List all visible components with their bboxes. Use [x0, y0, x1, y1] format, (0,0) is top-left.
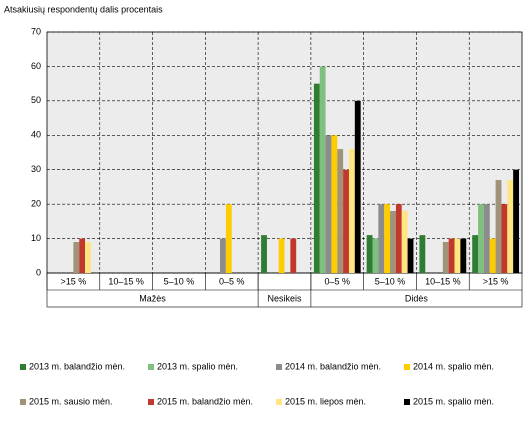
bar [225, 204, 232, 273]
y-tick-label: 70 [31, 26, 41, 36]
bar [513, 169, 519, 273]
legend-label: 2015 m. liepos mėn. [285, 396, 366, 406]
bar [454, 238, 461, 273]
legend-swatch [148, 399, 154, 405]
bar [495, 180, 502, 273]
bar [401, 211, 408, 273]
x-tick-label: 5–10 % [164, 276, 195, 286]
x-tick-label: 10–15 % [425, 276, 461, 286]
bar [337, 149, 344, 273]
group-label: Didės [405, 293, 429, 303]
bar [73, 242, 80, 273]
y-tick-label: 40 [31, 130, 41, 140]
legend-swatch [276, 364, 282, 370]
legend-swatch [20, 364, 26, 370]
x-tick-label: >15 % [60, 276, 86, 286]
bar [407, 238, 414, 273]
bar [501, 204, 508, 273]
plot-area [46, 31, 523, 274]
x-tick-label: 0–5 % [219, 276, 245, 286]
bar [79, 238, 86, 273]
bar [448, 238, 455, 273]
legend-label: 2014 m. balandžio mėn. [285, 361, 381, 371]
legend-label: 2013 m. spalio mėn. [157, 361, 238, 371]
legend-label: 2015 m. spalio mėn. [413, 396, 494, 406]
group-label: Nesikeis [267, 293, 302, 303]
bar [395, 204, 402, 273]
legend-swatch [148, 364, 154, 370]
legend-label: 2013 m. balandžio mėn. [29, 361, 125, 371]
legend-swatch [404, 399, 410, 405]
legend-swatch [276, 399, 282, 405]
legend-swatch [404, 364, 410, 370]
bar [319, 66, 326, 273]
y-tick-label: 60 [31, 61, 41, 71]
bar [261, 235, 267, 273]
bar [343, 169, 349, 273]
bar [419, 235, 426, 273]
bar [460, 238, 467, 273]
bar [489, 238, 496, 273]
bar [348, 149, 355, 273]
group-label: Mažės [139, 293, 166, 303]
legend-swatch [20, 399, 26, 405]
x-tick-label: 0–5 % [325, 276, 351, 286]
x-tick-label: 5–10 % [375, 276, 406, 286]
y-tick-label: 0 [36, 267, 41, 277]
bar [483, 204, 490, 273]
y-tick-label: 10 [31, 233, 41, 243]
x-tick-label: >15 % [483, 276, 509, 286]
legend-label: 2014 m. spalio mėn. [413, 361, 494, 371]
bar [366, 235, 373, 273]
x-tick-label: 10–15 % [108, 276, 144, 286]
bar [313, 83, 320, 274]
bar [220, 238, 226, 273]
y-tick-label: 30 [31, 164, 41, 174]
bar [507, 180, 514, 273]
legend-label: 2015 m. sausio mėn. [29, 396, 113, 406]
bar [354, 100, 361, 273]
bar [325, 135, 332, 273]
y-tick-label: 50 [31, 95, 41, 105]
bar [378, 204, 385, 273]
bar [472, 235, 479, 273]
y-axis-title: Atsakiusių respondentų dalis procentais [4, 4, 163, 14]
bar [390, 211, 396, 273]
bar [384, 204, 391, 273]
bar [85, 242, 91, 273]
bar [278, 238, 285, 273]
y-tick-label: 20 [31, 199, 41, 209]
bar [478, 204, 484, 273]
bar [290, 238, 297, 273]
bar [442, 242, 449, 273]
bar [331, 135, 338, 273]
legend-label: 2015 m. balandžio mėn. [157, 396, 253, 406]
bar [372, 238, 379, 273]
